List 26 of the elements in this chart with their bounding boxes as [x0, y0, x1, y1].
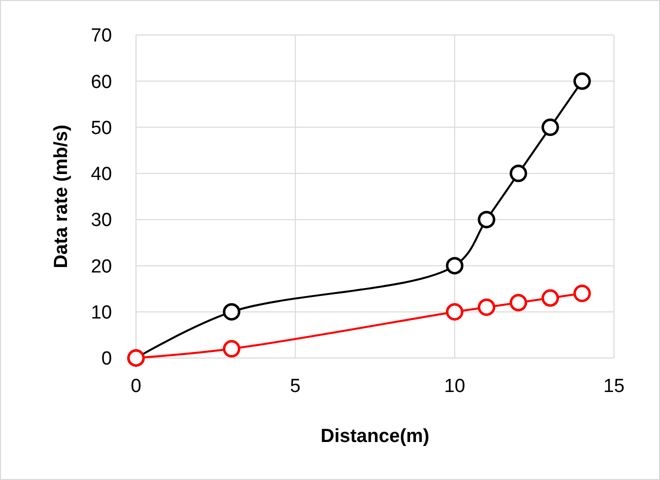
point	[542, 118, 560, 136]
x-tick-label: 0	[130, 376, 142, 397]
y-tick-label: 50	[90, 118, 112, 139]
y-tick-label: 30	[90, 210, 112, 232]
x-tick-label: 15	[603, 376, 625, 397]
point	[222, 303, 240, 321]
y-tick-label: 40	[90, 164, 112, 186]
x-axis-title: Distance(m)	[320, 426, 430, 447]
y-tick-label: 10	[90, 302, 112, 324]
y-tick-label: 70	[90, 26, 112, 47]
point	[478, 210, 496, 228]
point	[510, 294, 528, 312]
point	[446, 256, 464, 274]
y-tick-label: 60	[90, 72, 112, 93]
point	[573, 72, 591, 90]
y-axis-title: Data rate (mb/s)	[51, 124, 72, 268]
x-tick-label: 10	[444, 376, 466, 397]
point	[222, 340, 240, 358]
point	[573, 284, 591, 302]
y-tick-label: 0	[101, 348, 112, 370]
y-tick-label: 20	[90, 256, 112, 278]
point	[510, 164, 528, 182]
x-tick-label: 5	[290, 376, 301, 397]
point	[542, 289, 560, 307]
point	[446, 303, 464, 321]
point	[478, 298, 496, 316]
